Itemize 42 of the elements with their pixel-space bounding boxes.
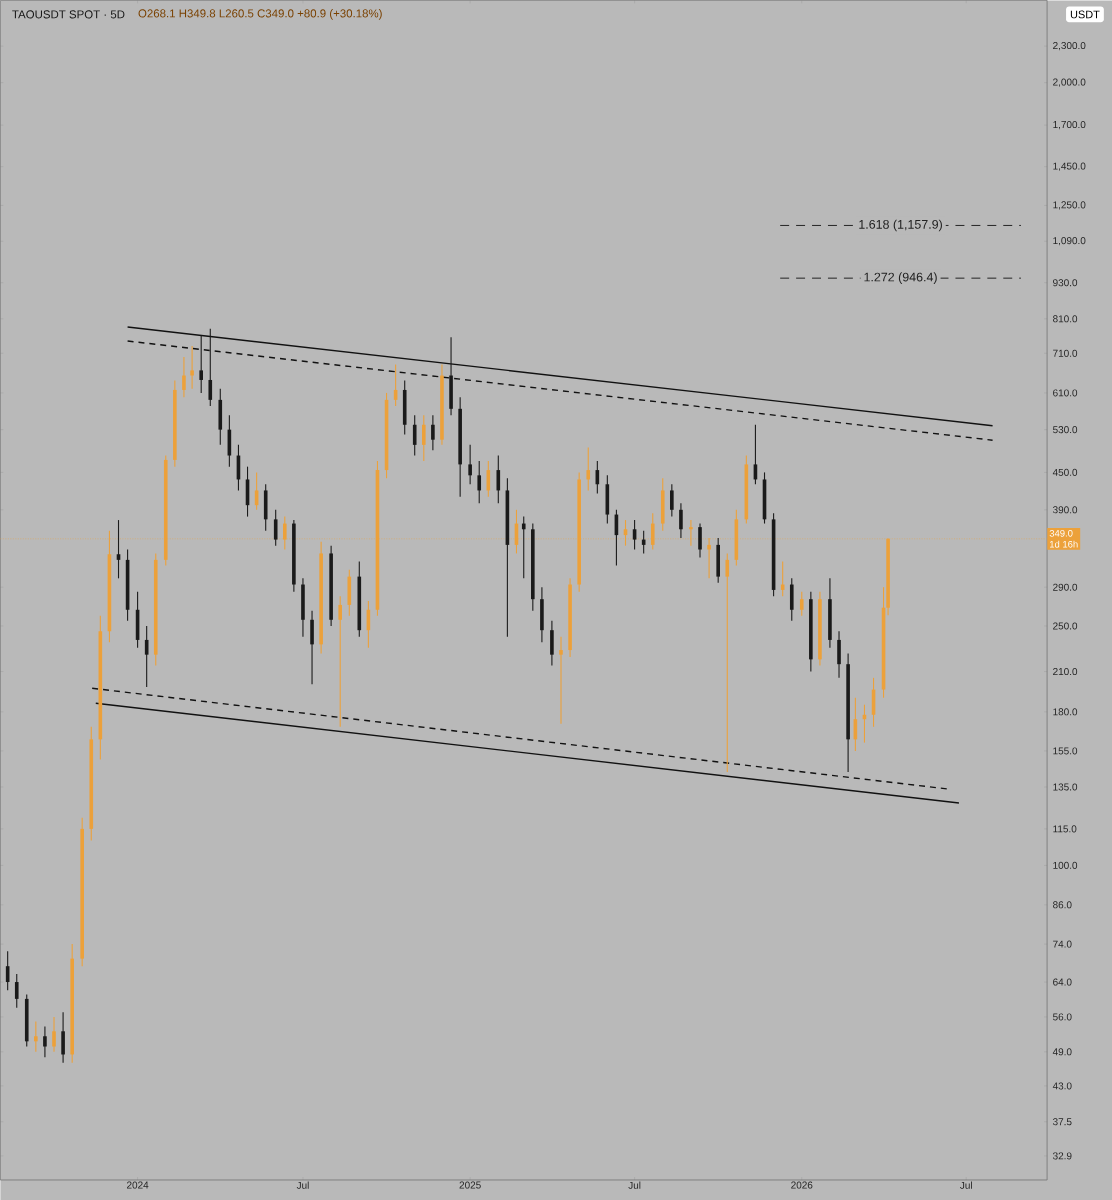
y-tick-label: 930.0 [1053,279,1078,287]
y-tick-label: 610.0 [1053,389,1078,397]
y-tick-label: 530.0 [1052,426,1078,434]
y-tick-label: 86.0 [1053,901,1072,909]
y-tick-label: 37.5 [1052,1118,1072,1126]
y-tick-label: 1,700.0 [1053,121,1086,130]
y-tick-label: 135.0 [1053,783,1078,791]
x-tick-label: Jul [959,1181,972,1189]
text: 1d 16h [1049,540,1078,548]
ref-line-label: 349.0 [1049,530,1073,537]
y-tick-label: 2,000.0 [1053,78,1086,87]
y-tick-label: 100.0 [1053,861,1078,869]
y-tick-label: 710.0 [1053,349,1078,357]
y-tick-label: 250.0 [1053,622,1078,630]
x-tick-label: Jul [296,1181,309,1189]
y-tick-label: 2,300.0 [1053,42,1086,51]
y-tick-label: 56.0 [1052,1013,1072,1021]
y-tick-label: 155.0 [1053,747,1078,755]
y-tick-label: 115.0 [1053,825,1077,833]
y-tick-label: 210.0 [1053,668,1078,676]
y-tick-label: 180.0 [1053,708,1078,716]
x-tick-label: 2025 [459,1181,481,1189]
y-tick-label: 450.0 [1052,468,1078,476]
y-axis-title: USDT [1070,10,1100,19]
ref-line-label: 1.272 (946.4) [864,272,937,284]
y-tick-label: 43.0 [1052,1082,1072,1090]
y-tick-label: 810.0 [1053,315,1078,323]
y-tick-label: 1,450.0 [1053,162,1086,171]
y-tick-label: 390.0 [1052,506,1078,514]
y-tick-label: 74.0 [1053,940,1072,948]
y-tick-label: 32.9 [1052,1152,1072,1160]
y-tick-label: 290.0 [1053,583,1078,591]
text: O268.1 H349.8 L260.5 C349.0 +80.9 (+30.18%) [138,9,382,20]
x-tick-label: 2026 [791,1181,813,1189]
y-tick-label: 49.0 [1052,1048,1072,1056]
x-tick-label: Jul [628,1181,641,1189]
y-tick-label: 1,250.0 [1053,201,1086,210]
text: TAOUSDT SPOT · 5D [12,10,125,19]
y-tick-label: 1,090.0 [1053,237,1086,246]
ref-line-label: 1.618 (1,157.9) [859,219,942,232]
y-tick-label: 64.0 [1053,978,1072,986]
x-tick-label: 2024 [127,1181,149,1189]
